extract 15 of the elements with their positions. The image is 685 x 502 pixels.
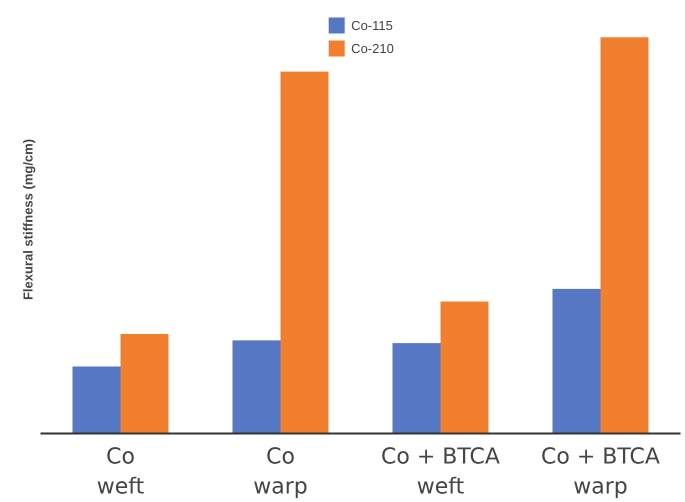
bar <box>280 72 328 434</box>
x-tick-label: Co + BTCA weft <box>381 444 500 500</box>
legend-label: Co-210 <box>351 40 394 56</box>
x-tick-label: Co + BTCA warp <box>541 444 660 500</box>
bar <box>552 288 600 434</box>
bar <box>232 340 280 434</box>
bar <box>72 366 120 434</box>
x-tick-label: Co weft <box>96 444 145 500</box>
bar <box>392 343 440 434</box>
y-axis-title: Flexural stiffness (mg/cm) <box>20 138 36 300</box>
bar <box>440 302 488 434</box>
legend-label: Co-115 <box>351 18 393 32</box>
bar <box>120 334 168 434</box>
x-tick-label: Co warp <box>253 444 308 500</box>
bar <box>600 37 648 434</box>
